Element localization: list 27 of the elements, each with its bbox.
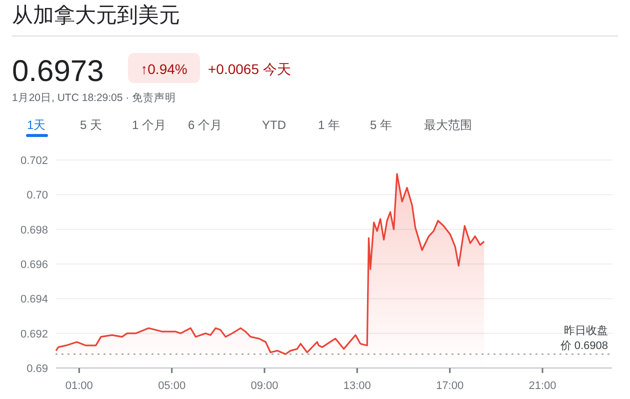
text: 1月20日, UTC 18:29:05 · 免责声明: [12, 91, 176, 104]
text: 5 年: [370, 118, 392, 132]
text: 最大范围: [424, 118, 472, 132]
x-tick-label: 13:00: [343, 380, 371, 392]
text: 5 天: [80, 118, 102, 132]
y-tick-label: 0.692: [20, 328, 48, 340]
x-tick-label: 09:00: [250, 380, 278, 392]
x-tick-label: 17:00: [436, 380, 464, 392]
text: 1 个月: [132, 118, 166, 132]
ref-line-label: 昨日收盘价 0.6908: [559, 325, 608, 352]
x-tick-label: 05:00: [158, 380, 186, 392]
text: 6 个月: [188, 118, 222, 132]
text: 1天: [27, 118, 46, 132]
text: ↑0.94%: [140, 61, 188, 77]
x-tick-label: 01:00: [65, 380, 93, 392]
x-tick-label: 21:00: [528, 380, 556, 392]
y-tick-label: 0.70: [26, 190, 48, 202]
y-tick-label: 0.69: [26, 363, 48, 375]
y-tick-label: 0.696: [20, 259, 48, 271]
chart-title: 从加拿大元到美元: [12, 4, 180, 27]
y-tick-label: 0.698: [20, 224, 48, 236]
y-tick-label: 0.702: [20, 155, 48, 167]
text: 0.6973: [12, 55, 104, 88]
text: +0.0065 今天: [208, 61, 291, 77]
y-tick-label: 0.694: [20, 294, 48, 306]
text: YTD: [262, 118, 286, 132]
text: 1 年: [318, 118, 340, 132]
